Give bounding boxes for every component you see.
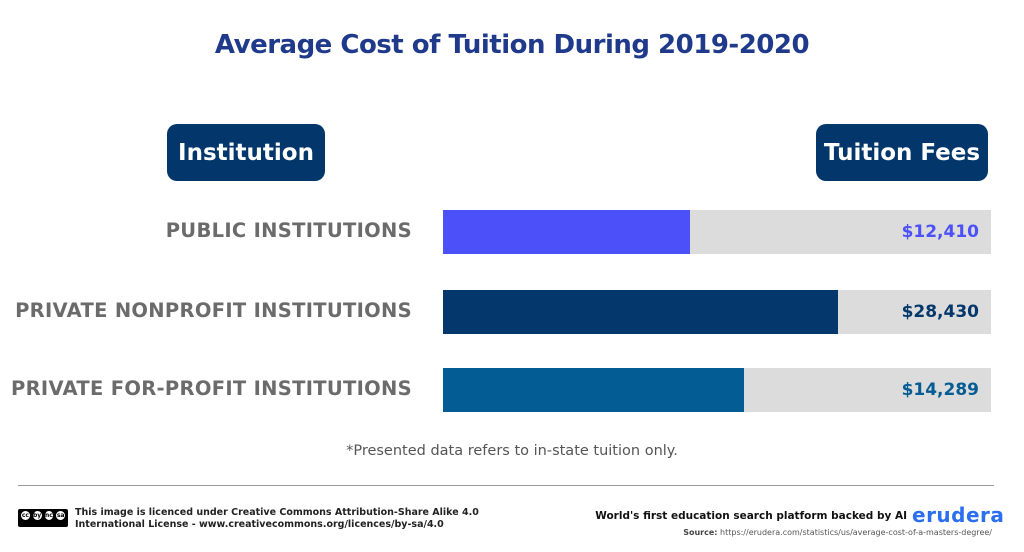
category-label: PUBLIC INSTITUTIONS bbox=[165, 219, 412, 242]
source-url[interactable]: https://erudera.com/statistics/us/averag… bbox=[720, 528, 992, 537]
chart-footnote: *Presented data refers to in-state tuiti… bbox=[346, 443, 678, 459]
value-label: $14,289 bbox=[901, 380, 979, 400]
tagline: World's first education search platform … bbox=[595, 510, 907, 522]
cc-icon: cc bbox=[20, 510, 31, 521]
license-line-1: This image is licenced under Creative Co… bbox=[75, 507, 479, 518]
institution-header: Institution bbox=[167, 124, 325, 181]
value-label: $28,430 bbox=[901, 302, 979, 322]
bar bbox=[443, 210, 690, 254]
chart-title: Average Cost of Tuition During 2019-2020 bbox=[214, 30, 810, 60]
source-label: Source: bbox=[683, 528, 718, 537]
bar-track: $12,410 bbox=[443, 210, 991, 254]
bar-track: $28,430 bbox=[443, 290, 991, 334]
footer-divider bbox=[18, 485, 994, 486]
license-line-2: International License - www.creativecomm… bbox=[75, 519, 444, 530]
erudera-logo: erudera bbox=[912, 503, 1005, 527]
creative-commons-badge-icon: cc by nc sa bbox=[18, 509, 68, 527]
value-label: $12,410 bbox=[901, 222, 979, 242]
by-icon: by bbox=[31, 510, 43, 521]
nc-icon: nc bbox=[43, 510, 55, 521]
source-line: Source: https://erudera.com/statistics/u… bbox=[683, 528, 992, 537]
license-text: This image is licenced under Creative Co… bbox=[75, 507, 479, 531]
category-label: PRIVATE FOR-PROFIT INSTITUTIONS bbox=[11, 377, 412, 400]
tuition-fees-header: Tuition Fees bbox=[816, 124, 988, 181]
bar bbox=[443, 290, 838, 334]
category-label: PRIVATE NONPROFIT INSTITUTIONS bbox=[15, 299, 412, 322]
bar bbox=[443, 368, 745, 412]
sa-icon: sa bbox=[55, 510, 66, 521]
bar-track: $14,289 bbox=[443, 368, 991, 412]
